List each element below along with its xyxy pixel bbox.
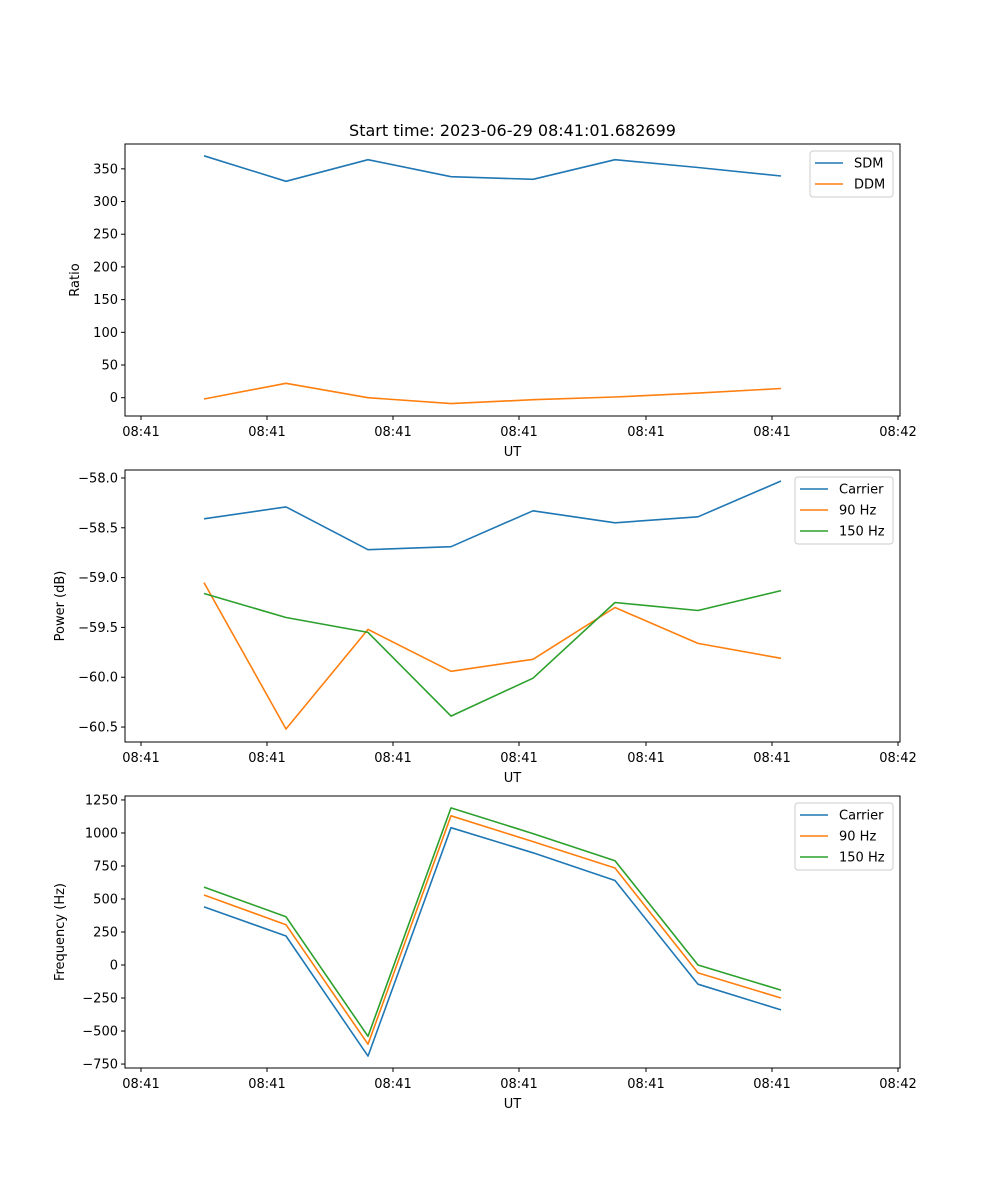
y-axis-label: Ratio xyxy=(68,263,83,296)
y-tick-label: 350 xyxy=(93,162,118,177)
legend: Carrier 90 Hz 150 Hz xyxy=(794,476,894,545)
x-axis-label: UT xyxy=(504,771,522,786)
y-tick-label: 300 xyxy=(93,195,118,210)
series-line-90-hz xyxy=(203,814,782,1045)
y-tick-label: −750 xyxy=(82,1058,118,1073)
y-tick-label: 750 xyxy=(93,859,118,874)
legend: SDM DDM xyxy=(809,150,894,198)
x-tick-label: 08:41 xyxy=(753,1077,790,1092)
y-tick-label: −59.0 xyxy=(78,571,118,586)
y-axis-label: Frequency (Hz) xyxy=(53,883,68,981)
y-tick-label: −60.5 xyxy=(78,721,118,736)
x-tick-label: 08:41 xyxy=(248,1077,285,1092)
x-axis-label: UT xyxy=(504,1097,522,1112)
axes-frame xyxy=(124,795,901,1069)
series-line-carrier xyxy=(203,826,782,1057)
x-axis-label: UT xyxy=(504,445,522,460)
y-axis-label: Power (dB) xyxy=(53,571,68,642)
y-tick-label: −58.0 xyxy=(78,471,118,486)
x-tick-label: 08:41 xyxy=(122,751,159,766)
y-tick-label: 200 xyxy=(93,260,118,275)
axes-2: 08:41 08:41 08:41 08:41 08:41 08:41 08:42 −60.5… xyxy=(53,469,917,786)
x-tick-label: 08:41 xyxy=(627,751,664,766)
x-tick-label: 08:41 xyxy=(122,425,159,440)
x-tick-label: 08:41 xyxy=(374,751,411,766)
axes-1: Start time: 2023-06-29 08:41:01.682699 08… xyxy=(68,121,917,460)
x-tick-label: 08:41 xyxy=(627,1077,664,1092)
y-tick-label: 250 xyxy=(93,228,118,243)
y-tick-label: −250 xyxy=(82,992,118,1007)
y-tick-label: 0 xyxy=(110,959,118,974)
x-tick-label: 08:41 xyxy=(374,425,411,440)
legend-frame xyxy=(794,476,894,545)
x-tick-label: 08:42 xyxy=(879,751,916,766)
x-tick-label: 08:42 xyxy=(879,1077,916,1092)
y-tick-label: 50 xyxy=(101,359,118,374)
legend-label: 150 Hz xyxy=(839,525,885,540)
y-tick-label: 100 xyxy=(93,326,118,341)
y-tick-label: −58.5 xyxy=(78,521,118,536)
x-tick-label: 08:41 xyxy=(500,751,537,766)
y-tick-label: 250 xyxy=(93,926,118,941)
legend: Carrier 90 Hz 150 Hz xyxy=(794,802,894,871)
series-line-150-hz xyxy=(203,589,782,717)
x-tick-label: 08:41 xyxy=(500,425,537,440)
y-tick-label: 1250 xyxy=(85,793,118,808)
x-tick-label: 08:41 xyxy=(374,1077,411,1092)
legend-label: 150 Hz xyxy=(839,851,885,866)
legend-label: 90 Hz xyxy=(839,504,876,519)
x-tick-label: 08:41 xyxy=(248,425,285,440)
y-tick-label: −59.5 xyxy=(78,621,118,636)
series-line-150-hz xyxy=(203,807,782,1038)
axes-frame xyxy=(124,469,901,743)
y-tick-label: −500 xyxy=(82,1025,118,1040)
y-tick-label: −60.0 xyxy=(78,671,118,686)
legend-label: SDM xyxy=(854,157,883,172)
legend-label: Carrier xyxy=(839,483,884,498)
legend-label: Carrier xyxy=(839,809,884,824)
legend-label: 90 Hz xyxy=(839,830,876,845)
series-line-sdm xyxy=(203,155,782,183)
series-line-90-hz xyxy=(203,582,782,730)
legend-frame xyxy=(794,802,894,871)
x-tick-label: 08:41 xyxy=(753,425,790,440)
axes-3: 08:41 08:41 08:41 08:41 08:41 08:41 08:42 −750 −… xyxy=(53,793,917,1112)
y-tick-label: 1000 xyxy=(85,826,118,841)
y-tick-label: 150 xyxy=(93,293,118,308)
x-tick-label: 08:41 xyxy=(500,1077,537,1092)
x-tick-label: 08:41 xyxy=(122,1077,159,1092)
chart-title: Start time: 2023-06-29 08:41:01.682699 xyxy=(349,121,676,140)
y-tick-label: 500 xyxy=(93,892,118,907)
x-tick-label: 08:41 xyxy=(627,425,664,440)
x-tick-label: 08:41 xyxy=(753,751,790,766)
y-tick-label: 0 xyxy=(110,391,118,406)
axes-frame xyxy=(124,143,901,417)
x-tick-label: 08:42 xyxy=(879,425,916,440)
series-line-ddm xyxy=(203,382,782,405)
series-line-carrier xyxy=(203,480,782,551)
x-tick-label: 08:41 xyxy=(248,751,285,766)
legend-label: DDM xyxy=(854,178,885,193)
